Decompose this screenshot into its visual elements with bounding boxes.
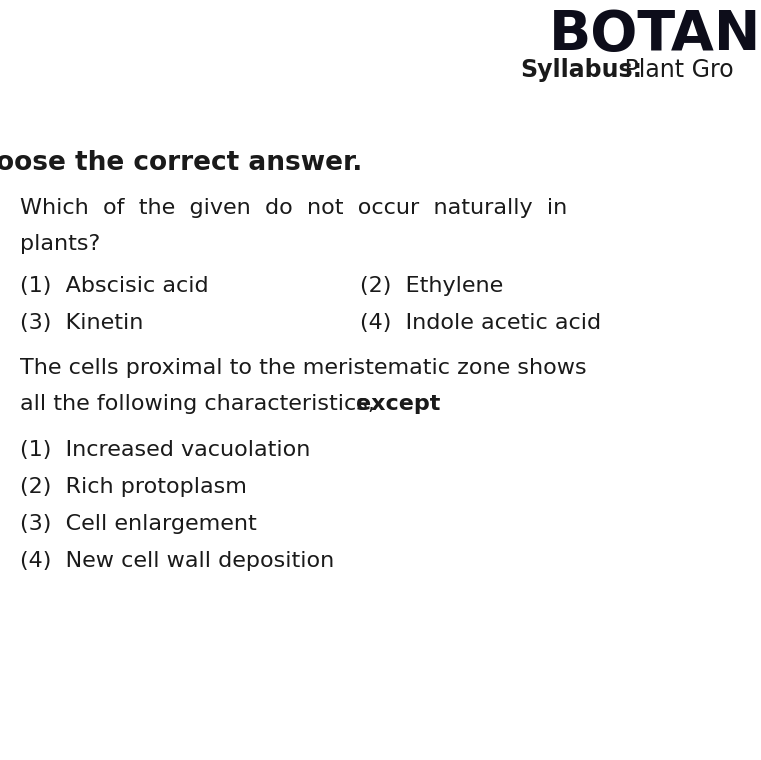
Text: (3)  Kinetin: (3) Kinetin — [20, 313, 143, 333]
Text: except: except — [356, 394, 441, 414]
Text: (4)  Indole acetic acid: (4) Indole acetic acid — [360, 313, 601, 333]
Text: (1)  Abscisic acid: (1) Abscisic acid — [20, 276, 209, 296]
Text: (1)  Increased vacuolation: (1) Increased vacuolation — [20, 440, 310, 460]
Text: BOTAN: BOTAN — [549, 8, 761, 62]
Text: (2)  Rich protoplasm: (2) Rich protoplasm — [20, 477, 247, 497]
Text: Which  of  the  given  do  not  occur  naturally  in: Which of the given do not occur naturall… — [20, 198, 567, 218]
Text: oose the correct answer.: oose the correct answer. — [0, 150, 362, 176]
Text: (4)  New cell wall deposition: (4) New cell wall deposition — [20, 551, 334, 571]
Text: The cells proximal to the meristematic zone shows: The cells proximal to the meristematic z… — [20, 358, 587, 378]
Text: all the following characteristics,: all the following characteristics, — [20, 394, 382, 414]
Text: plants?: plants? — [20, 234, 100, 254]
Text: Plant Gro: Plant Gro — [617, 58, 734, 82]
Text: (3)  Cell enlargement: (3) Cell enlargement — [20, 514, 256, 534]
Text: (2)  Ethylene: (2) Ethylene — [360, 276, 503, 296]
Text: Syllabus:: Syllabus: — [520, 58, 642, 82]
